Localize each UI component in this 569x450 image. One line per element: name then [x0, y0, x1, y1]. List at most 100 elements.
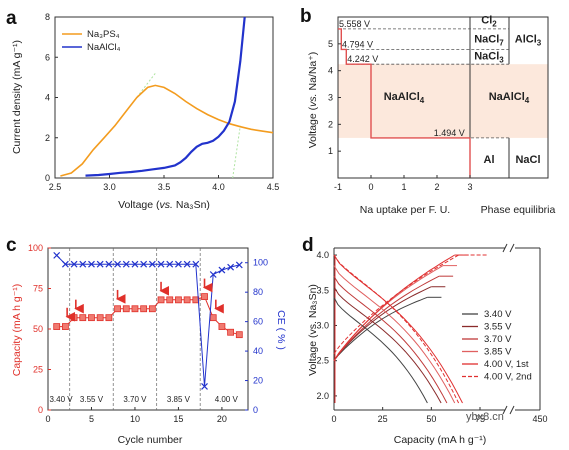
naalcl4-tangent-line: [232, 125, 241, 179]
x-tick-label: 1: [401, 182, 406, 192]
y-tick-label: 6: [45, 52, 50, 62]
phase-cl2: Cl2: [481, 15, 497, 29]
x-tick-label: 2.5: [49, 182, 62, 192]
legend-label: 3.70 V: [484, 334, 512, 345]
ce-point: [166, 260, 174, 268]
axis-break-mark: [502, 243, 508, 253]
x-tick-label: 3.5: [158, 182, 171, 192]
y-tick-label: 50: [33, 324, 43, 334]
capacity-point: [70, 314, 78, 322]
ce-series-line: [56, 255, 240, 387]
legend-na3ps4-label: Na₃PS₄: [87, 29, 120, 40]
ce-point: [53, 251, 61, 259]
naalcl4-series-line: [85, 16, 246, 177]
y2-tick-label: 80: [253, 287, 263, 297]
capacity-point: [235, 331, 243, 339]
ce-point: [61, 260, 69, 268]
ce-point: [105, 260, 113, 268]
charge-curve-2nd: [333, 254, 459, 354]
capacity-point: [96, 314, 104, 322]
ce-point: [209, 271, 217, 278]
x-tick-label: 15: [173, 414, 183, 424]
legend-label: 4.00 V, 2nd: [484, 372, 532, 383]
capacity-point: [61, 323, 69, 330]
phase-naalcl4-right: NaAlCl4: [489, 91, 530, 105]
capacity-point: [201, 293, 208, 301]
panel-a: a 2.5 3.0 3.5 4.0 4.5 0 2 4 6 8 Na₃PS₄ NaAlCl₄ V…: [6, 8, 279, 211]
naalcl4-stability-region: [338, 64, 470, 138]
x-tick-label: 20: [217, 414, 227, 424]
y2-tick-label: 60: [253, 317, 263, 327]
x-tick-label: -1: [334, 182, 342, 192]
charge-curve: [333, 265, 444, 361]
charge-curve: [333, 275, 440, 361]
panel-a-x-axis-label: Voltage (vs. Na₃Sn): [118, 199, 210, 211]
x-tick-label: 4.0: [212, 182, 225, 192]
ce-point: [96, 260, 104, 268]
y-tick-label: 2.0: [316, 391, 329, 401]
capacity-series-line: [56, 295, 240, 336]
discharge-curve: [333, 254, 463, 404]
y-tick-label: 0: [45, 173, 50, 183]
y-tick-label: 8: [45, 12, 50, 22]
discharge-curve: [333, 275, 448, 404]
ce-point: [192, 260, 200, 268]
panel-a-legend: Na₃PS₄ NaAlCl₄: [62, 29, 121, 53]
phase-nacl3: NaCl3: [474, 50, 504, 64]
panel-d-y-axis-label: Voltage (vs. Na₃Sn): [307, 284, 319, 376]
y-tick-label: 2: [45, 133, 50, 143]
x-tick-label: 0: [331, 414, 336, 424]
legend-label: 4.00 V, 1st: [484, 359, 529, 370]
y-tick-label: 3.0: [316, 320, 329, 330]
legend-label: 3.55 V: [484, 322, 512, 333]
charge-curve: [333, 286, 432, 361]
watermark: ybx8.cn: [466, 411, 504, 423]
capacity-point: [53, 323, 61, 330]
capacity-point: [105, 314, 113, 322]
cutoff-voltage-label: 3.85 V: [167, 395, 191, 404]
cutoff-voltage-label: 3.70 V: [123, 395, 147, 404]
x-tick-label: 50: [426, 414, 436, 424]
discharge-curve-2nd: [333, 254, 460, 404]
capacity-point: [183, 296, 191, 304]
discharge-curve: [333, 297, 428, 404]
y-tick-label: 25: [33, 365, 43, 375]
x-tick-label: 0: [368, 182, 373, 192]
charge-curve: [333, 254, 455, 361]
panel-d-label: d: [302, 235, 314, 256]
x-tick-label: 4.5: [267, 182, 280, 192]
panel-a-label: a: [6, 8, 17, 29]
na3ps4-series-line: [60, 84, 274, 177]
cutoff-voltage-label: 4.00 V: [215, 395, 239, 404]
ce-point: [235, 261, 243, 269]
y-tick-label: 4.0: [316, 250, 329, 260]
ce-point: [79, 260, 87, 268]
panel-b-label: b: [300, 6, 312, 27]
phase-naalcl4-left: NaAlCl4: [384, 91, 425, 105]
capacity-point: [148, 305, 156, 313]
plateau-label: 1.494 V: [434, 128, 465, 138]
ce-point: [157, 260, 165, 268]
panel-a-y-axis-label: Current density (mA g⁻¹): [11, 40, 23, 154]
ce-point: [201, 383, 208, 390]
y-tick-label: 3.5: [316, 285, 329, 295]
charge-curve: [333, 296, 428, 362]
axis-break-mark: [509, 405, 515, 415]
x-tick-label: 0: [45, 414, 50, 424]
axis-break-mark: [509, 243, 515, 253]
discharge-curve: [333, 265, 456, 404]
panel-c: c 3.40 V 3.55 V 3.70 V 3.85 V 4.00 V 0 5 10 15 20…: [6, 235, 287, 446]
x-tick-label: 450: [532, 414, 547, 424]
x-tick-label: 3.0: [103, 182, 116, 192]
voltage-profile-line: [338, 28, 470, 139]
phase-alcl3: AlCl3: [515, 33, 542, 47]
panel-b-y-axis-label: Voltage (vs. Na/Na⁺): [307, 52, 319, 149]
y2-tick-label: 100: [253, 258, 268, 268]
legend-label: 3.40 V: [484, 309, 512, 320]
x-tick-label: 5: [89, 414, 94, 424]
y2-tick-label: 20: [253, 376, 263, 386]
ce-point: [140, 260, 148, 268]
y-tick-label: 1: [328, 146, 333, 156]
